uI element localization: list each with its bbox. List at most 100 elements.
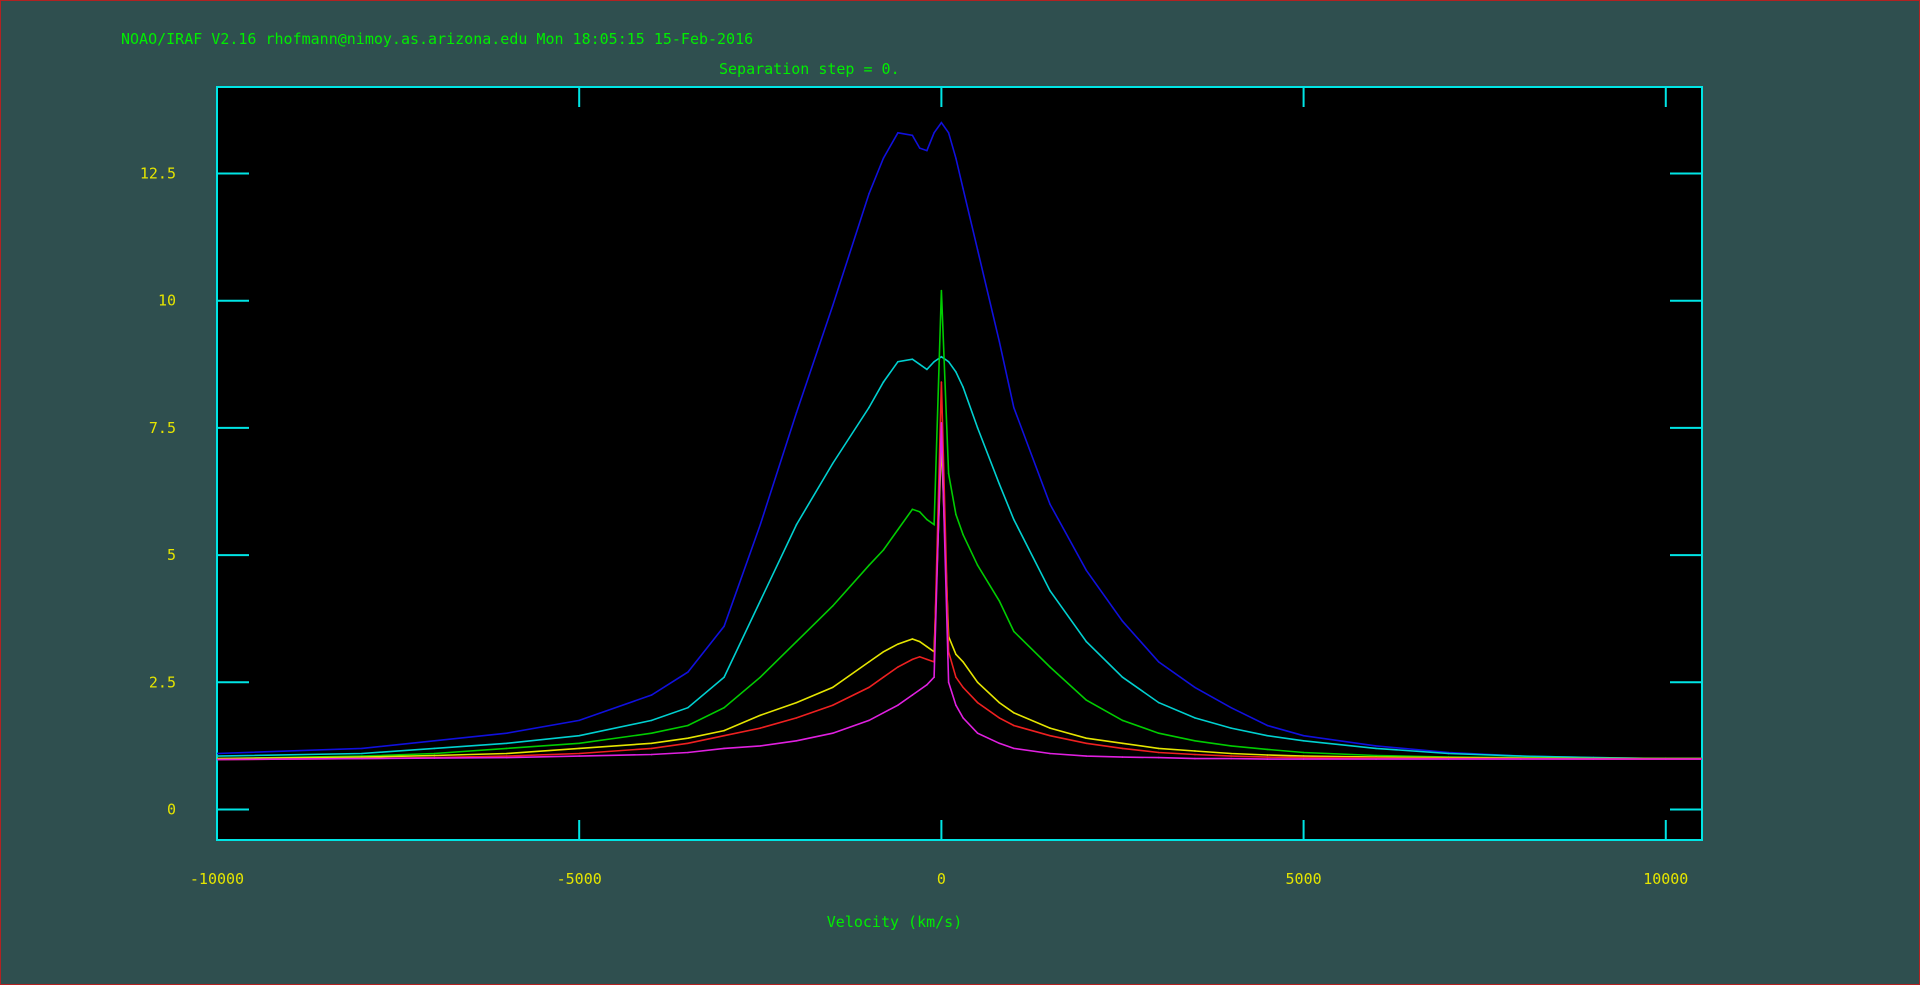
data-point (1013, 518, 1015, 521)
data-point (1194, 753, 1196, 756)
data-point (1194, 717, 1196, 719)
data-point (505, 756, 508, 759)
data-point (1049, 727, 1051, 729)
data-point (955, 653, 957, 656)
data-point (955, 371, 957, 373)
data-point (723, 706, 725, 709)
data-point (1049, 589, 1051, 592)
data-point (1013, 712, 1015, 714)
data-point (868, 564, 870, 567)
data-point (723, 734, 725, 737)
data-point (831, 605, 834, 607)
data-point (1194, 739, 1196, 742)
chart-title: Separation step = 0. (719, 60, 900, 78)
y-tick-label: 5 (167, 546, 176, 564)
data-point (882, 381, 885, 383)
data-point (217, 755, 218, 757)
data-point (650, 747, 653, 750)
data-point (926, 518, 928, 521)
data-point (918, 689, 921, 691)
data-point (650, 753, 653, 756)
data-point (217, 752, 218, 755)
data-point (882, 157, 885, 160)
data-point (1085, 699, 1088, 701)
data-point (897, 131, 899, 134)
data-point (1085, 742, 1088, 745)
data-point (1121, 719, 1124, 722)
data-point (940, 421, 943, 424)
data-point (918, 640, 921, 643)
data-point (1447, 758, 1450, 760)
data-point (911, 134, 914, 137)
data-point (962, 533, 964, 536)
data-point (433, 752, 436, 755)
data-point (976, 701, 979, 704)
data-point (947, 681, 950, 684)
data-point (1302, 739, 1305, 742)
data-point (897, 528, 899, 531)
data-point (911, 658, 914, 661)
data-point (933, 360, 935, 363)
data-point (831, 686, 834, 689)
data-point (926, 149, 928, 152)
data-point (433, 757, 436, 759)
data-point (687, 671, 689, 673)
data-point (1013, 747, 1015, 750)
data-point (1266, 754, 1269, 756)
data-point (882, 676, 885, 678)
data-point (962, 386, 964, 388)
data-point (831, 732, 834, 734)
data-point (1085, 755, 1088, 757)
data-point (1664, 758, 1667, 760)
x-axis-label: Velocity (km/s) (827, 913, 962, 931)
data-point (1266, 724, 1269, 727)
data-point (1266, 756, 1269, 758)
data-point (578, 734, 580, 737)
data-point (831, 304, 834, 307)
data-point (505, 752, 508, 755)
data-point (1266, 758, 1269, 760)
data-point (687, 737, 689, 740)
y-tick-label: 2.5 (149, 673, 176, 691)
data-point (433, 747, 436, 750)
data-point (868, 193, 870, 195)
data-point (1230, 755, 1232, 757)
data-point (759, 727, 762, 729)
data-point (795, 523, 798, 526)
data-point (947, 360, 950, 363)
data-point (911, 694, 914, 696)
data-point (723, 747, 725, 750)
data-point (650, 742, 653, 745)
data-point (918, 363, 921, 366)
data-point (650, 732, 653, 734)
data-point (433, 739, 436, 742)
data-point (940, 381, 943, 383)
data-point (1375, 745, 1377, 747)
data-point (1230, 727, 1232, 729)
data-point (1701, 758, 1702, 760)
data-point (940, 121, 943, 124)
data-point (1121, 620, 1124, 623)
data-point (962, 187, 964, 190)
data-point (933, 676, 935, 678)
data-point (831, 462, 834, 465)
data-point (505, 732, 508, 734)
data-point (926, 684, 928, 686)
data-point (1121, 742, 1124, 745)
data-point (940, 289, 943, 292)
data-point (1520, 755, 1522, 757)
data-point (217, 758, 218, 761)
data-point (933, 523, 935, 526)
data-point (1266, 734, 1269, 737)
data-point (882, 650, 885, 653)
data-point (759, 676, 762, 678)
data-point (759, 523, 762, 526)
data-point (976, 681, 979, 684)
data-point (918, 656, 921, 658)
data-point (868, 719, 870, 722)
data-point (1157, 701, 1160, 704)
data-point (962, 686, 964, 689)
data-point (962, 717, 964, 719)
